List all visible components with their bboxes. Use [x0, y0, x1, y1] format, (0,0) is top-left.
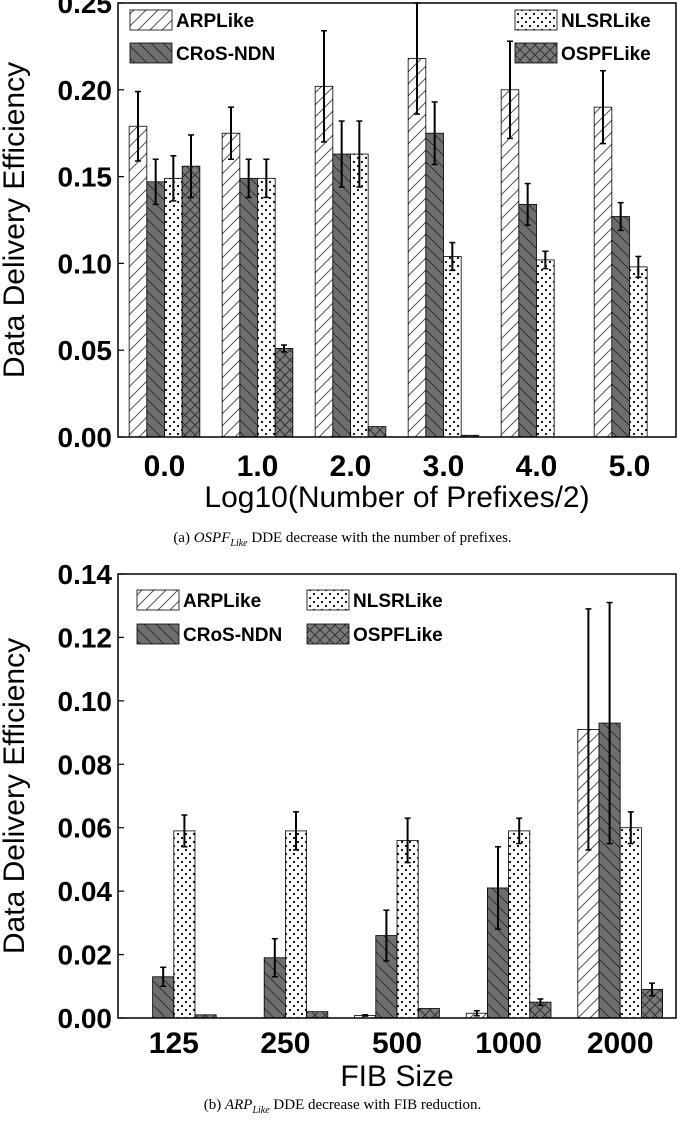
x-tick-label: 250 — [260, 1027, 310, 1060]
x-tick-label: 125 — [149, 1027, 199, 1060]
x-axis-label: Log10(Number of Prefixes/2) — [204, 481, 589, 514]
bar-cros-ndn-4.0 — [518, 203, 537, 438]
y-tick-label: 0.06 — [58, 813, 113, 844]
bar-arplike-4.0 — [500, 89, 520, 438]
caption-b-prefix: (b) — [203, 1097, 222, 1113]
legend-label-nlsrlike: NLSRLike — [561, 11, 651, 32]
caption-a-text: DDE decrease with the number of prefixes… — [247, 530, 512, 546]
legend-label-cros-ndn: CRoS-NDN — [183, 625, 282, 646]
bar-nlsrlike-2.0 — [350, 153, 369, 438]
caption-b-var: ARPLike — [224, 1097, 270, 1116]
bar-nlsrlike-3.0 — [443, 256, 462, 438]
x-tick-label: 2.0 — [330, 450, 372, 483]
legend-swatch-nlsrlike — [306, 589, 350, 611]
bar-nlsrlike-250 — [284, 830, 308, 1019]
y-tick-label: 0.10 — [58, 248, 113, 279]
x-tick-label: 5.0 — [609, 450, 651, 483]
bar-cros-ndn-2.0 — [332, 153, 351, 438]
legend-swatch-cros-ndn — [136, 623, 180, 645]
x-axis-label: FIB Size — [340, 1060, 453, 1093]
chart-panel-a: 0.00 0.05 0.10 0.15 0.20 0.25 0.0 1.0 2.0 3.0 4.0 5… — [0, 0, 677, 514]
legend-swatch-ospflike — [306, 623, 350, 645]
caption-b-text: DDE decrease with FIB reduction. — [269, 1097, 482, 1113]
legend-label-ospflike: OSPFLike — [561, 44, 651, 65]
y-tick-label: 0.04 — [58, 876, 113, 907]
y-tick-label: 0.25 — [58, 0, 113, 19]
x-tick-label: 500 — [372, 1027, 422, 1060]
y-tick-label: 0.15 — [58, 162, 113, 193]
bar-cros-ndn-1.0 — [239, 177, 258, 438]
legend-label-arplike: ARPLike — [176, 11, 254, 32]
bar-nlsrlike-0.0 — [164, 177, 183, 438]
x-tick-label: 4.0 — [516, 450, 558, 483]
x-tick-label: 2000 — [587, 1027, 654, 1060]
legend-label-nlsrlike: NLSRLike — [353, 591, 443, 612]
bar-arplike-0.0 — [128, 125, 148, 438]
y-axis-label: Data Delivery Efficiency — [0, 638, 31, 954]
caption-a-var: OSPFLike — [193, 530, 248, 549]
bar-nlsrlike-1.0 — [257, 177, 276, 438]
y-axis-label: Data Delivery Efficiency — [0, 62, 31, 378]
y-tick-label: 0.14 — [58, 559, 113, 590]
bar-nlsrlike-2000 — [619, 827, 642, 1019]
legend-swatch-arplike — [136, 589, 180, 611]
y-tick-label: 0.10 — [58, 686, 113, 717]
y-tick-label: 0.20 — [58, 75, 113, 106]
bar-nlsrlike-1000 — [508, 830, 531, 1019]
y-tick-label: 0.12 — [58, 622, 113, 653]
bar-arplike-1.0 — [221, 132, 241, 438]
bar-ospflike-0.0 — [181, 165, 201, 438]
y-tick-label: 0.00 — [58, 1003, 113, 1034]
x-tick-label: 1.0 — [237, 450, 279, 483]
chart-panel-b: 0.00 0.02 0.04 0.06 0.08 0.10 0.12 0.14 125 250 50… — [0, 559, 677, 1093]
caption-b: (b) ARPLike DDE decrease with FIB reduct… — [0, 1097, 685, 1116]
bar-nlsrlike-5.0 — [629, 266, 648, 438]
y-tick-label: 0.05 — [58, 335, 113, 366]
legend-swatch-ospflike — [514, 42, 558, 64]
legend-label-ospflike: OSPFLike — [353, 625, 443, 646]
caption-a: (a) OSPFLike DDE decrease with the numbe… — [0, 530, 685, 549]
bar-nlsrlike-500 — [396, 840, 419, 1019]
bar-cros-ndn-5.0 — [611, 216, 630, 438]
x-tick-label: 0.0 — [144, 450, 186, 483]
bar-cros-ndn-0.0 — [146, 181, 165, 438]
bar-arplike-5.0 — [593, 106, 613, 438]
bar-ospflike-250 — [306, 1011, 329, 1019]
bar-ospflike-500 — [417, 1008, 440, 1019]
bar-arplike-3.0 — [407, 58, 427, 438]
x-tick-label: 1000 — [475, 1027, 542, 1060]
y-tick-label: 0.00 — [58, 422, 113, 453]
y-tick-label: 0.08 — [58, 749, 113, 780]
caption-a-prefix: (a) — [173, 530, 190, 546]
x-tick-label: 3.0 — [423, 450, 465, 483]
bar-ospflike-2.0 — [367, 426, 387, 438]
legend-swatch-cros-ndn — [129, 42, 173, 64]
legend-swatch-arplike — [129, 9, 173, 31]
y-tick-label: 0.02 — [58, 940, 113, 971]
legend-swatch-nlsrlike — [514, 9, 558, 31]
bar-ospflike-1.0 — [274, 348, 294, 438]
bar-cros-ndn-3.0 — [425, 132, 444, 438]
legend-label-cros-ndn: CRoS-NDN — [176, 44, 275, 65]
bar-nlsrlike-125 — [173, 830, 196, 1019]
plot-frame — [117, 2, 677, 438]
legend-label-arplike: ARPLike — [183, 591, 261, 612]
bar-nlsrlike-4.0 — [536, 259, 555, 438]
